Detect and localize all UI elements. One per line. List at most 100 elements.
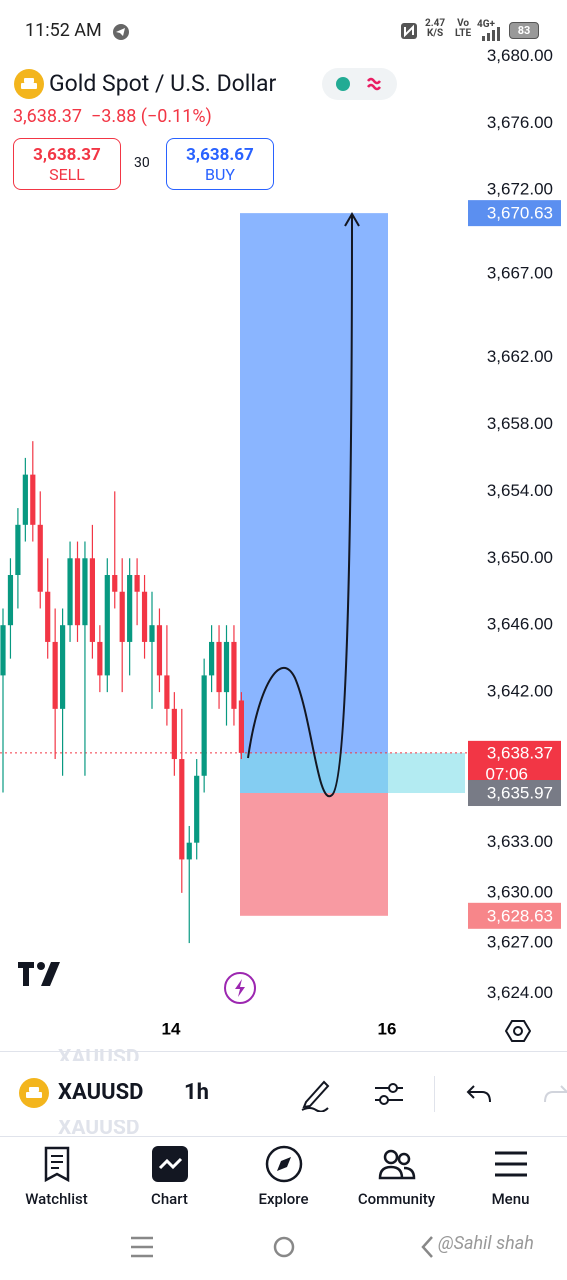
- status-bar: 11:52 AM 2.47 K/S Vo LTE 4G+ 83: [0, 0, 567, 48]
- divider: [434, 1076, 435, 1112]
- status-icons: [336, 77, 381, 91]
- price-label: 3,670.63: [487, 204, 553, 223]
- nav-chart[interactable]: Chart: [113, 1140, 226, 1208]
- y-tick-label: 3,642.00: [487, 682, 553, 701]
- sell-price: 3,638.37: [33, 145, 101, 165]
- stop-zone: [240, 793, 388, 916]
- nav-label: Watchlist: [25, 1190, 88, 1208]
- y-tick-label: 3,680.00: [487, 48, 553, 65]
- nav-label: Community: [357, 1190, 436, 1208]
- candle-body: [127, 575, 133, 642]
- y-tick-label: 3,650.00: [487, 548, 553, 567]
- candle-body: [15, 524, 21, 576]
- chart-settings[interactable]: [505, 1018, 531, 1044]
- back-button[interactable]: [421, 1236, 433, 1258]
- interval[interactable]: 1h: [184, 1080, 209, 1105]
- nav-explore[interactable]: Explore: [227, 1140, 340, 1208]
- change: −3.88: [90, 106, 137, 127]
- community-icon: [378, 1149, 415, 1180]
- nav-community[interactable]: Community: [340, 1140, 453, 1208]
- battery: 83: [509, 22, 539, 39]
- candle-body: [7, 575, 14, 626]
- nfc-icon: [401, 23, 417, 39]
- candle-body: [67, 558, 73, 626]
- nav-menu[interactable]: Menu: [454, 1140, 567, 1208]
- x-tick-label: 16: [378, 1019, 397, 1038]
- tradingview-logo: [18, 962, 60, 986]
- candle-body: [52, 641, 58, 709]
- candle-body: [45, 591, 51, 642]
- y-tick-label: 3,654.00: [487, 481, 553, 500]
- candle-body: [104, 575, 110, 676]
- symbol-title: Gold Spot / U.S. Dollar: [49, 70, 277, 97]
- change-percent: (−0.11%): [140, 106, 212, 127]
- y-tick-label: 3,630.00: [487, 882, 553, 901]
- price-label-box: [468, 902, 561, 929]
- last-price: 3,638.37: [13, 106, 82, 127]
- price-label: 3,628.63: [487, 906, 553, 925]
- redo: [544, 1085, 567, 1103]
- buy-label: BUY: [205, 165, 235, 184]
- recents-button[interactable]: [131, 1236, 153, 1258]
- y-tick-label: 3,676.00: [487, 113, 553, 132]
- gold-icon: [14, 69, 44, 99]
- x-tick-label: 14: [162, 1019, 181, 1038]
- y-tick-label: 3,658.00: [487, 414, 553, 433]
- candle-body: [134, 575, 140, 592]
- menu-icon: [494, 1151, 527, 1177]
- price-label: 3,635.97: [487, 783, 553, 802]
- price-label-box: [468, 200, 561, 227]
- y-tick-label: 3,672.00: [487, 180, 553, 199]
- candle-body: [119, 591, 125, 642]
- draw-tool[interactable]: [298, 1076, 332, 1112]
- divider: [0, 1051, 567, 1052]
- target-zone: [240, 213, 388, 794]
- price-line: 3,638.37 −3.88 (−0.11%): [13, 106, 212, 127]
- lightning-button[interactable]: [223, 971, 257, 1005]
- candle-body: [0, 625, 6, 676]
- indicators[interactable]: [373, 1078, 405, 1110]
- candle-body: [201, 675, 207, 776]
- y-tick-label: 3,627.00: [487, 933, 553, 952]
- watermark: @Sahil shah: [438, 1233, 534, 1254]
- candle-body: [82, 558, 88, 626]
- candle-body: [141, 591, 148, 642]
- nav-watchlist[interactable]: Watchlist: [0, 1140, 113, 1208]
- candle-body: [60, 625, 66, 709]
- candle-body: [149, 625, 155, 642]
- candle-body: [89, 558, 95, 642]
- countdown: 07:06: [485, 764, 528, 783]
- y-tick-label: 3,633.00: [487, 832, 553, 851]
- candle-body: [164, 675, 170, 709]
- sell-label: SELL: [49, 165, 85, 184]
- candle-body: [223, 641, 230, 693]
- chart-icon: [151, 1146, 188, 1182]
- candle-body: [171, 708, 177, 760]
- drawing-curve: [247, 215, 353, 798]
- candle-body: [238, 700, 244, 753]
- nav-label: Menu: [491, 1190, 530, 1208]
- buy-price: 3,638.67: [186, 145, 254, 165]
- price-label-box: [468, 740, 561, 787]
- gold-icon: [19, 1078, 49, 1108]
- undo[interactable]: [466, 1082, 492, 1106]
- vo: Vo: [457, 18, 470, 29]
- candle-body: [112, 575, 118, 592]
- toolbar-symbol[interactable]: XAUUSD: [58, 1080, 144, 1105]
- buy-button[interactable]: 3,638.67 BUY: [166, 138, 274, 190]
- watchlist-icon: [44, 1146, 69, 1183]
- y-tick-label: 3,662.00: [487, 347, 553, 366]
- net-speed: 2.47 K/S: [425, 19, 445, 39]
- home-button[interactable]: [273, 1236, 295, 1258]
- candle-body: [30, 474, 36, 525]
- nav-label: Chart: [151, 1190, 188, 1208]
- price-label-box: [468, 780, 561, 807]
- candle-body: [216, 641, 222, 693]
- picker-prev: XAUUSD: [58, 1046, 140, 1061]
- sell-button[interactable]: 3,638.37 SELL: [13, 138, 121, 190]
- drawing-arrowhead: [344, 212, 360, 227]
- candle-body: [156, 625, 163, 676]
- candle-body: [22, 474, 28, 525]
- status-pill[interactable]: [322, 68, 397, 100]
- y-tick-label: 3,646.00: [487, 615, 553, 634]
